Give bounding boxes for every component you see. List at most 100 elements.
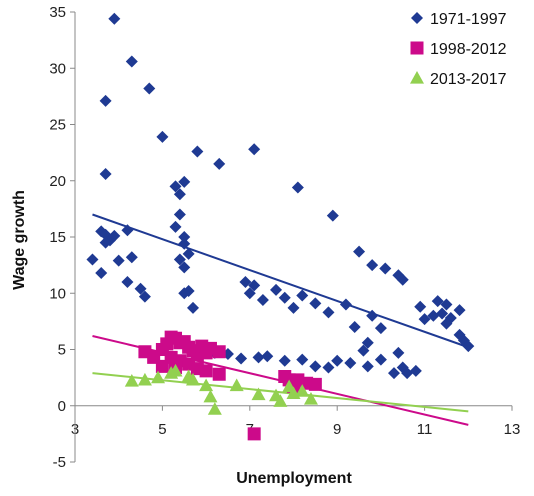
data-point-diamond xyxy=(99,94,112,107)
data-point-diamond xyxy=(296,289,309,302)
data-points xyxy=(86,12,475,441)
legend-label: 1998-2012 xyxy=(430,41,507,58)
data-point-square xyxy=(308,377,322,391)
data-point-diamond xyxy=(252,351,265,364)
trendline xyxy=(92,213,469,349)
data-point-diamond xyxy=(239,276,252,288)
data-point-triangle xyxy=(137,372,152,386)
data-point-diamond xyxy=(322,306,335,319)
data-point-square xyxy=(199,364,213,378)
data-point-diamond xyxy=(462,340,475,353)
data-point-triangle xyxy=(251,387,266,401)
data-point-triangle xyxy=(229,378,244,392)
data-point-diamond xyxy=(178,231,191,243)
x-tick-label: 5 xyxy=(158,421,166,438)
data-point-diamond xyxy=(357,344,370,357)
data-point-diamond xyxy=(296,353,309,366)
data-point-diamond xyxy=(331,354,344,367)
data-point-diamond xyxy=(392,346,405,359)
data-point-diamond xyxy=(99,168,112,180)
y-tick-label: 0 xyxy=(58,398,66,415)
legend-marker xyxy=(410,41,424,55)
data-point-diamond xyxy=(270,283,283,296)
data-point-diamond xyxy=(143,82,156,95)
series-1998-2012 xyxy=(138,330,322,441)
y-tick-label: 5 xyxy=(58,342,66,359)
data-point-diamond xyxy=(243,287,256,300)
data-point-diamond xyxy=(235,352,248,365)
data-point-diamond xyxy=(361,360,374,373)
data-point-triangle xyxy=(273,394,288,407)
series-1971-1997 xyxy=(86,12,475,380)
data-point-diamond xyxy=(173,208,186,221)
data-point-diamond xyxy=(440,298,453,311)
data-point-diamond xyxy=(322,361,335,374)
data-point-diamond xyxy=(173,188,186,201)
legend-marker xyxy=(411,12,423,24)
data-point-diamond xyxy=(453,304,466,317)
data-point-diamond xyxy=(379,262,392,275)
data-point-diamond xyxy=(256,294,269,306)
data-point-diamond xyxy=(409,364,422,377)
data-point-diamond xyxy=(108,229,121,242)
data-point-triangle xyxy=(303,392,318,405)
data-point-diamond xyxy=(309,297,322,310)
data-point-diamond xyxy=(169,180,182,193)
data-point-triangle xyxy=(203,389,218,403)
data-point-diamond xyxy=(436,307,449,320)
data-point-diamond xyxy=(344,357,357,369)
x-tick-label: 9 xyxy=(333,421,341,438)
data-point-diamond xyxy=(178,261,191,274)
data-point-diamond xyxy=(414,300,427,313)
data-point-diamond xyxy=(287,301,300,314)
data-point-diamond xyxy=(125,55,138,68)
data-point-diamond xyxy=(366,309,379,322)
y-tick-label: 20 xyxy=(49,173,66,190)
x-tick-label: 13 xyxy=(504,421,521,438)
data-point-diamond xyxy=(427,309,440,322)
y-tick-label: 35 xyxy=(49,4,66,21)
data-point-diamond xyxy=(108,12,121,25)
data-point-diamond xyxy=(339,298,352,311)
data-point-triangle xyxy=(207,402,222,415)
y-tick-label: 30 xyxy=(49,60,66,77)
data-point-diamond xyxy=(278,354,291,367)
x-tick-label: 11 xyxy=(417,421,433,438)
y-tick-label: 15 xyxy=(49,229,66,246)
data-point-diamond xyxy=(121,276,134,288)
data-point-diamond xyxy=(326,209,339,222)
data-point-diamond xyxy=(182,247,195,260)
data-point-square xyxy=(212,367,226,381)
y-axis-title: Wage growth xyxy=(11,190,28,290)
data-point-diamond xyxy=(388,367,401,380)
data-point-diamond xyxy=(440,317,453,330)
data-point-diamond xyxy=(134,282,147,295)
data-point-diamond xyxy=(191,145,204,158)
data-point-diamond xyxy=(178,287,191,300)
data-point-diamond xyxy=(291,181,304,194)
data-point-square xyxy=(247,427,261,441)
legend-label: 1971-1997 xyxy=(430,11,507,28)
data-point-diamond xyxy=(125,251,138,264)
legend-label: 2013-2017 xyxy=(430,71,507,88)
y-tick-label: 10 xyxy=(49,285,66,302)
data-point-diamond xyxy=(178,237,191,250)
data-point-diamond xyxy=(278,291,291,304)
data-point-diamond xyxy=(95,267,108,279)
series-2013-2017 xyxy=(124,363,318,415)
data-point-triangle xyxy=(151,370,166,384)
data-point-diamond xyxy=(86,253,99,266)
y-tick-label: -5 xyxy=(53,454,66,471)
data-point-diamond xyxy=(374,322,387,335)
y-axis-ticks: -5 0 5 10 15 20 25 30 35 xyxy=(49,4,75,471)
data-point-diamond xyxy=(213,157,226,170)
legend: 1971-1997 1998-2012 2013-2017 xyxy=(410,11,507,88)
data-point-triangle xyxy=(295,384,310,397)
data-point-diamond xyxy=(361,336,374,349)
data-point-triangle xyxy=(168,363,183,377)
data-point-diamond xyxy=(418,313,431,326)
data-point-triangle xyxy=(124,374,139,387)
data-point-diamond xyxy=(401,367,414,380)
legend-marker xyxy=(410,71,424,84)
